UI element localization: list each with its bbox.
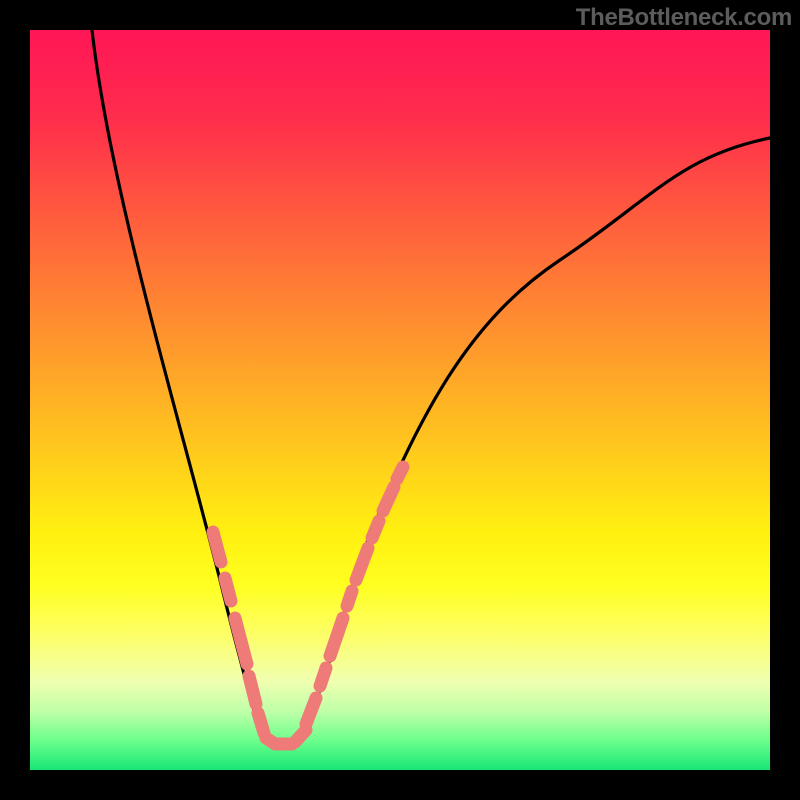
curve-marker: [213, 532, 221, 562]
curve-marker: [225, 578, 231, 601]
curve-marker: [249, 676, 256, 704]
chart-root: TheBottleneck.com: [0, 0, 800, 800]
curve-marker: [320, 668, 326, 686]
curve-marker: [258, 713, 264, 733]
curve-marker: [372, 521, 379, 538]
curve-marker: [397, 467, 403, 479]
curve-marker: [347, 591, 352, 606]
curve-marker: [295, 730, 306, 742]
gradient-plot-area: [30, 30, 770, 770]
watermark-text: TheBottleneck.com: [576, 4, 792, 32]
chart-svg: [0, 0, 800, 800]
